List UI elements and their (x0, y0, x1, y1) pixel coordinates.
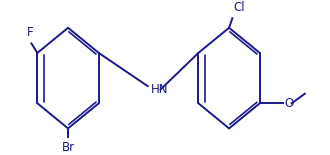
Text: Br: Br (61, 141, 75, 154)
Text: HN: HN (151, 83, 169, 96)
Text: Cl: Cl (233, 1, 245, 14)
Text: O: O (284, 97, 293, 110)
Text: F: F (27, 26, 33, 39)
